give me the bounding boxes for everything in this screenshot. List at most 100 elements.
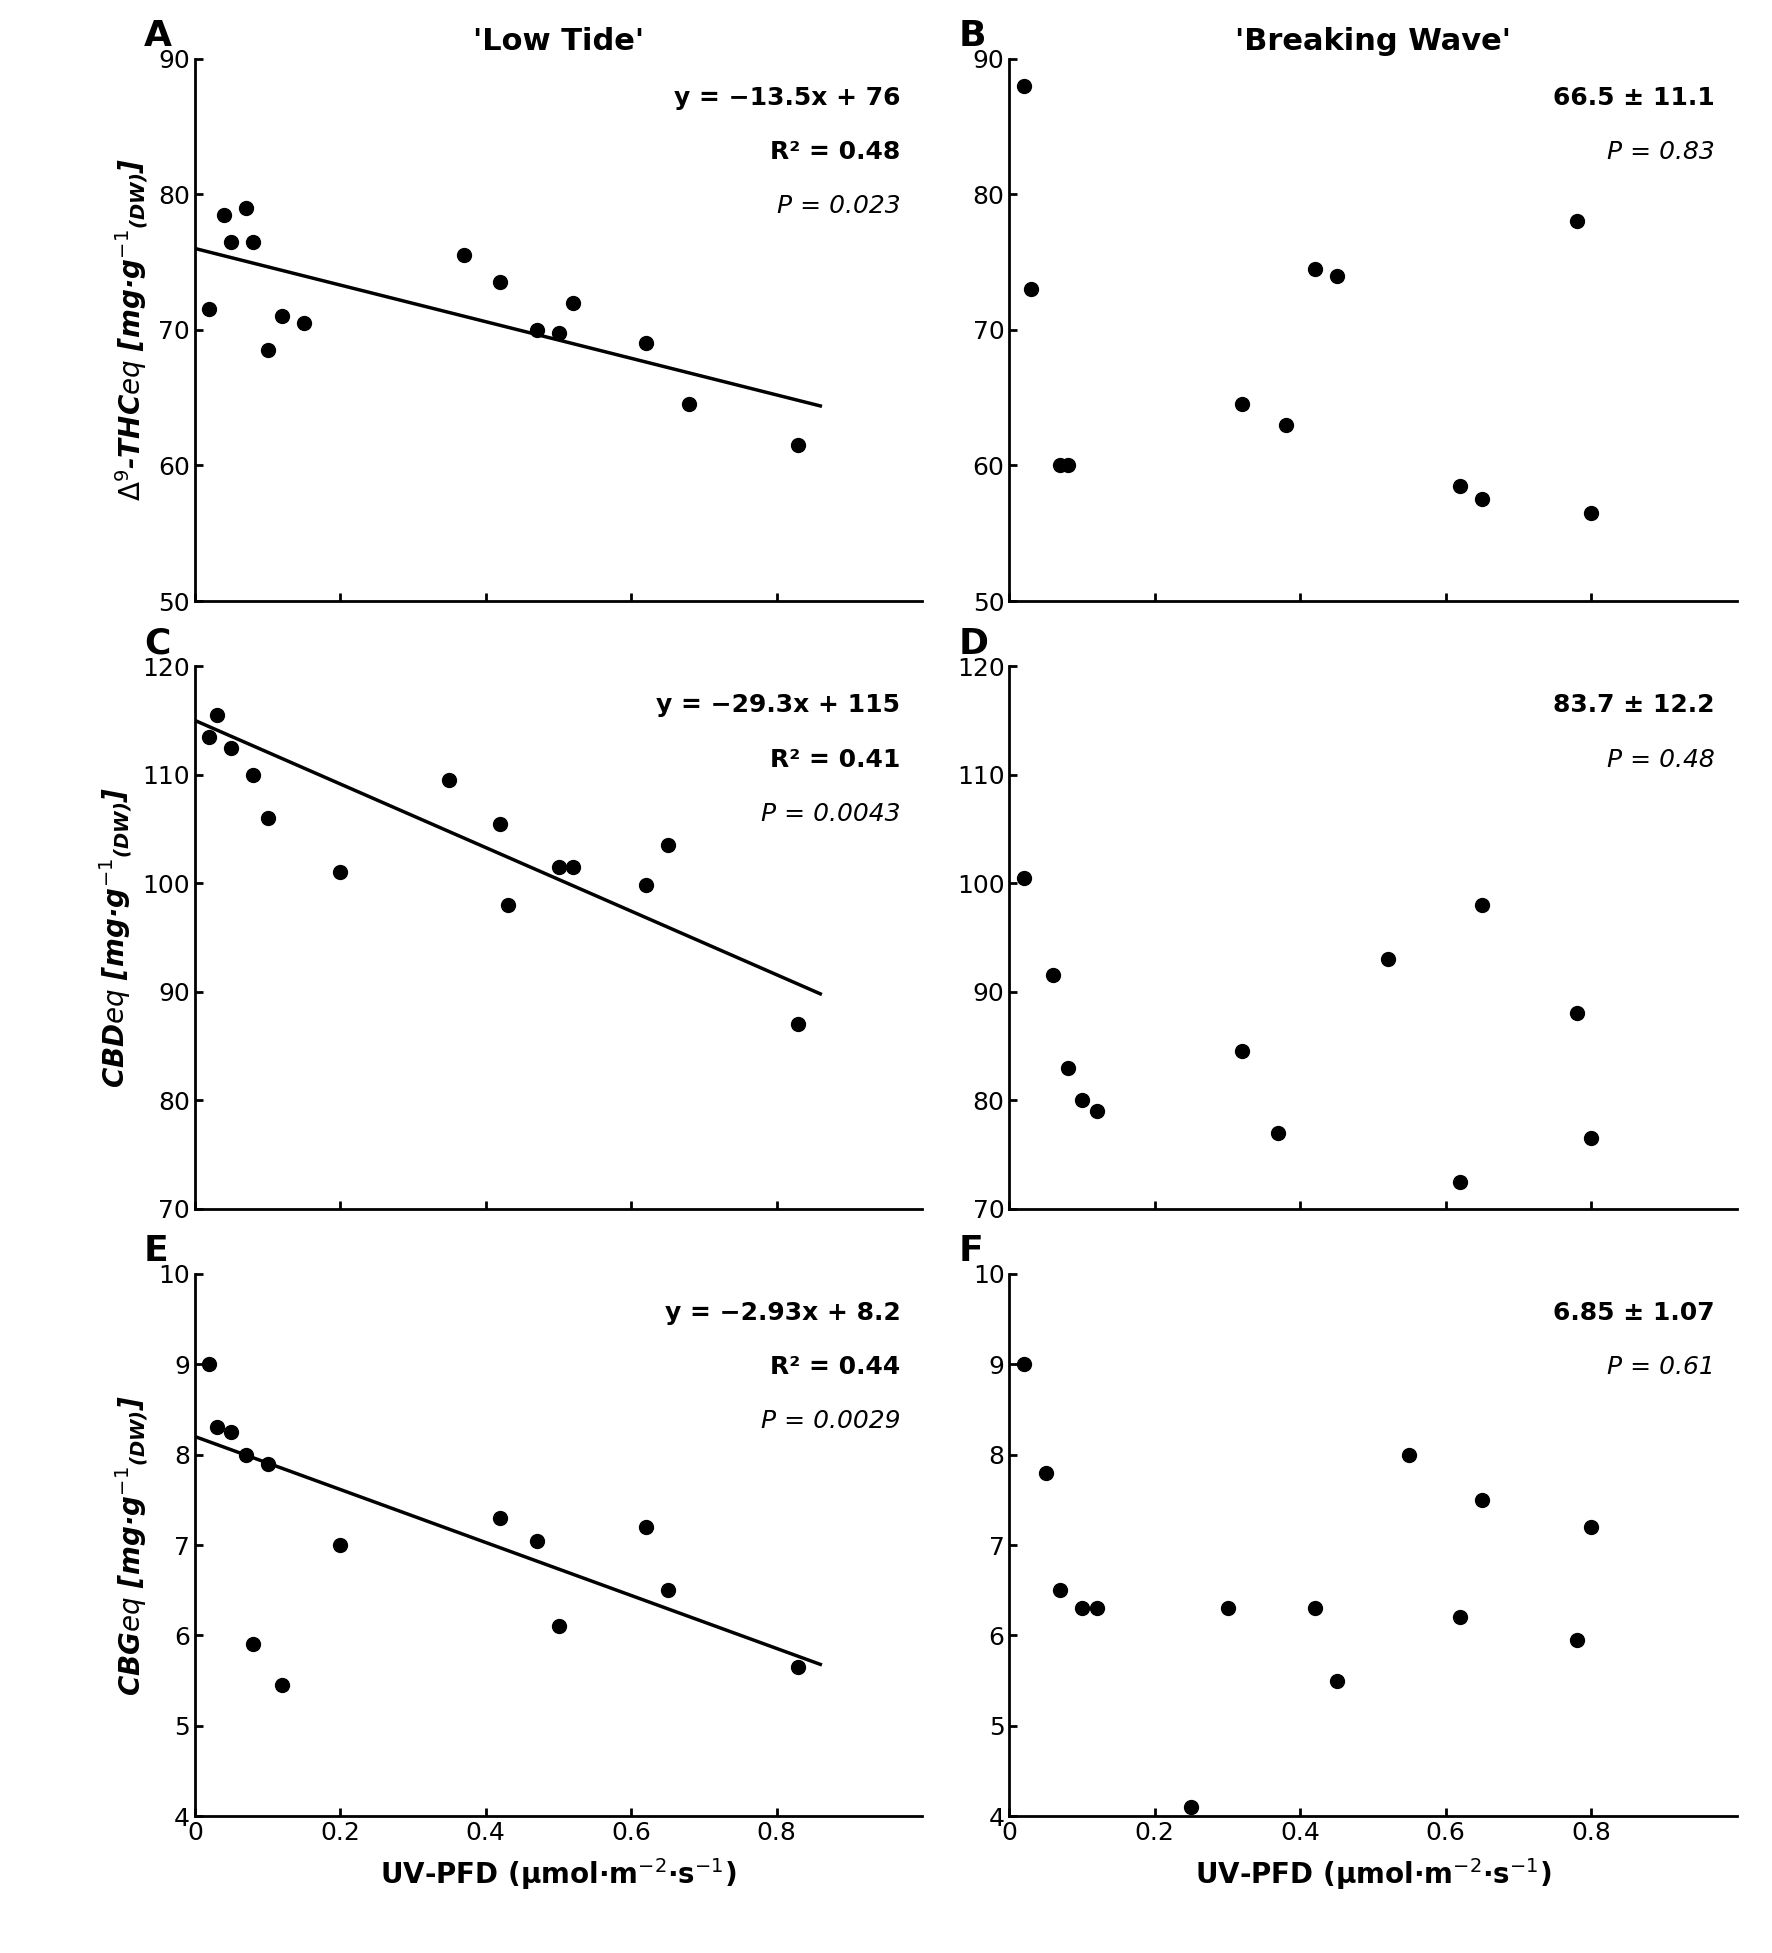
Point [195,1350,223,1381]
Point [253,1447,282,1478]
Point [523,1525,551,1557]
Point [1228,389,1256,420]
Point [1017,273,1045,305]
Y-axis label: CBG$eq$ [mg·g$^{-1}$$_\mathregular{(DW)}$]: CBG$eq$ [mg·g$^{-1}$$_\mathregular{(DW)}… [113,1394,151,1695]
Point [436,764,464,795]
Text: P = 0.023: P = 0.023 [776,193,900,219]
Point [675,389,703,420]
Point [631,869,659,900]
Point [195,293,223,324]
Point [493,889,521,920]
Y-axis label: CBD$eq$ [mg·g$^{-1}$$_\mathregular{(DW)}$]: CBD$eq$ [mg·g$^{-1}$$_\mathregular{(DW)}… [97,787,135,1088]
Point [785,1652,813,1683]
Point [239,227,268,258]
Point [1053,1053,1081,1084]
Point [654,1574,682,1605]
Point [544,316,572,348]
Point [1563,1625,1591,1656]
Text: B: B [959,20,985,53]
Point [232,1439,260,1471]
Point [1577,1123,1605,1154]
Point [544,852,572,883]
Point [785,1008,813,1039]
Point [1045,449,1074,480]
Point [1177,1791,1205,1822]
Text: R² = 0.48: R² = 0.48 [771,141,900,164]
Text: y = −29.3x + 115: y = −29.3x + 115 [656,693,900,717]
Text: y = −13.5x + 76: y = −13.5x + 76 [673,86,900,109]
Point [1010,70,1038,102]
Point [523,314,551,346]
Point [486,1502,514,1533]
Point [1322,260,1350,291]
Point [1045,1574,1074,1605]
Point [654,830,682,861]
Point [450,240,478,271]
Point [1301,1594,1329,1625]
Point [1395,1439,1423,1471]
Point [232,191,260,223]
Text: E: E [144,1234,168,1267]
Point [253,803,282,834]
Point [195,721,223,752]
Point [631,328,659,359]
Point [1214,1594,1242,1625]
X-axis label: UV-PFD (μmol·m$^{-2}$·s$^{-1}$): UV-PFD (μmol·m$^{-2}$·s$^{-1}$) [1194,1855,1550,1892]
Point [1563,205,1591,236]
Point [1467,484,1496,516]
Point [558,852,587,883]
Text: P = 0.83: P = 0.83 [1607,141,1715,164]
Text: R² = 0.41: R² = 0.41 [769,748,900,771]
Text: P = 0.0043: P = 0.0043 [760,803,900,826]
Point [218,732,246,764]
Text: 83.7 ± 12.2: 83.7 ± 12.2 [1554,693,1715,717]
Point [1446,1166,1474,1197]
Point [1563,998,1591,1029]
Point [486,268,514,299]
Point [1322,1666,1350,1697]
Point [326,1529,354,1560]
Point [1577,1512,1605,1543]
Point [1053,449,1081,480]
Text: P = 0.48: P = 0.48 [1607,748,1715,771]
Title: 'Breaking Wave': 'Breaking Wave' [1235,27,1512,57]
Point [1577,498,1605,529]
Text: D: D [959,627,989,660]
Point [253,334,282,365]
Text: A: A [144,20,172,53]
Point [218,227,246,258]
Point [268,1670,296,1701]
Text: C: C [144,627,170,660]
Text: 6.85 ± 1.07: 6.85 ± 1.07 [1552,1301,1715,1324]
Point [202,699,230,730]
Point [1301,254,1329,285]
Text: 66.5 ± 11.1: 66.5 ± 11.1 [1552,86,1715,109]
Point [1010,861,1038,893]
Point [1373,943,1402,975]
Text: P = 0.0029: P = 0.0029 [760,1410,900,1434]
Text: F: F [959,1234,983,1267]
Point [1467,1484,1496,1516]
Point [202,1412,230,1443]
Point [1446,1601,1474,1633]
Point [209,199,237,230]
Point [1272,410,1301,441]
Point [1038,959,1067,990]
Point [558,287,587,318]
Point [1010,1350,1038,1381]
Point [1069,1594,1097,1625]
X-axis label: UV-PFD (μmol·m$^{-2}$·s$^{-1}$): UV-PFD (μmol·m$^{-2}$·s$^{-1}$) [381,1855,737,1892]
Point [1069,1084,1097,1115]
Point [1446,471,1474,502]
Point [486,809,514,840]
Y-axis label: $\Delta^9$-THC$eq$ [mg·g$^{-1}$$_\mathregular{(DW)}$]: $\Delta^9$-THC$eq$ [mg·g$^{-1}$$_\mathre… [113,158,151,502]
Text: R² = 0.44: R² = 0.44 [771,1355,900,1379]
Point [785,430,813,461]
Point [1228,1035,1256,1066]
Point [326,857,354,889]
Text: P = 0.61: P = 0.61 [1607,1355,1715,1379]
Text: y = −2.93x + 8.2: y = −2.93x + 8.2 [664,1301,900,1324]
Point [1263,1117,1292,1148]
Title: 'Low Tide': 'Low Tide' [473,27,643,57]
Point [1083,1096,1111,1127]
